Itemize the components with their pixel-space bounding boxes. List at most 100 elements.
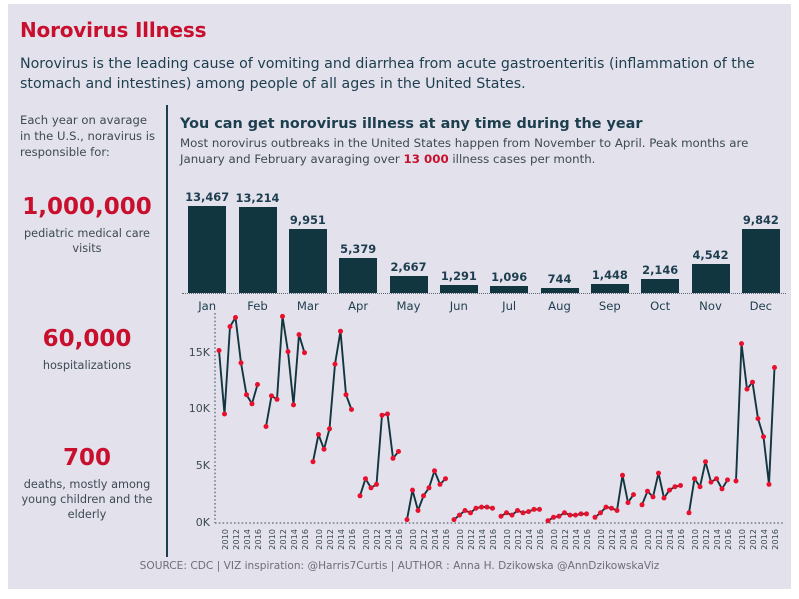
- line-data-point: [714, 476, 719, 482]
- x-axis-year-label: 2010: [502, 529, 513, 550]
- line-data-point: [750, 379, 755, 385]
- bar-value-label: 1,096: [491, 269, 528, 284]
- bar-column: 5,379: [336, 238, 380, 293]
- bar-chart: 13,467 Jan 13,214 Feb 9,951 Mar 5,379 Apr 2,667 M…: [180, 168, 791, 315]
- x-axis-year-label: 2010: [643, 529, 654, 550]
- x-axis-year-label: 2012: [607, 529, 618, 550]
- line-data-point: [620, 472, 625, 478]
- line-data-point: [609, 505, 614, 511]
- line-data-point: [421, 493, 426, 499]
- line-data-point: [443, 476, 448, 482]
- line-data-point: [678, 483, 683, 488]
- line-data-point: [222, 411, 227, 417]
- x-axis-year-label: 2012: [278, 529, 289, 550]
- panel-subheading: Most norovirus outbreaks in the United S…: [180, 135, 780, 167]
- bar-category-label: Jul: [502, 299, 517, 313]
- sidebar-stats: Each year on avarage in the U.S., noravi…: [8, 108, 166, 560]
- line-data-point: [562, 510, 567, 516]
- line-data-point: [520, 510, 526, 516]
- line-data-point: [426, 485, 432, 491]
- bar-column: 2,146: [638, 259, 682, 293]
- line-data-point: [697, 484, 703, 490]
- line-data-point: [719, 486, 725, 492]
- line-data-point: [556, 513, 562, 519]
- line-chart-svg: [214, 313, 784, 524]
- panel-sub-part1: Most norovirus outbreaks in the United S…: [180, 136, 749, 166]
- line-data-point: [614, 508, 620, 513]
- line-data-point: [468, 510, 473, 516]
- line-data-point: [526, 509, 531, 515]
- stat-number: 60,000: [42, 326, 132, 352]
- line-data-point: [379, 412, 385, 418]
- bar-category-label: Nov: [699, 299, 722, 313]
- line-data-point: [396, 449, 401, 454]
- bar-column: 744: [538, 268, 582, 293]
- x-axis-year-label: 2012: [372, 529, 383, 550]
- line-data-point: [686, 510, 692, 516]
- y-axis-tick-label: 0K: [195, 516, 210, 529]
- stat-number: 700: [62, 445, 111, 471]
- bar-rect: [691, 263, 730, 293]
- line-data-point: [661, 495, 667, 501]
- x-axis-year-label: 2016: [676, 529, 687, 550]
- bar-column: 4,542: [689, 244, 733, 293]
- line-series-mar: [312, 330, 353, 462]
- bar-category-label: Dec: [749, 299, 773, 313]
- x-axis-year-label: 2014: [242, 529, 253, 550]
- line-data-point: [515, 508, 520, 513]
- x-axis-year-label: 2012: [748, 529, 759, 550]
- line-data-point: [504, 510, 509, 516]
- stat-block-pediatric-visits: 1,000,000 pediatric medical care visits: [8, 194, 166, 256]
- sidebar-intro-text: Each year on avarage in the U.S., noravi…: [20, 113, 156, 159]
- bar-rect: [490, 285, 529, 293]
- x-axis-year-label: 2016: [253, 529, 264, 550]
- line-data-point: [672, 484, 678, 490]
- y-axis-tick-label: 15K: [188, 345, 210, 359]
- page-title: Norovirus Illness: [20, 18, 207, 42]
- line-data-point: [598, 510, 603, 516]
- panel-heading: You can get norovirus illness at any tim…: [180, 116, 643, 132]
- x-axis-year-label: 2014: [524, 529, 535, 550]
- line-data-point: [316, 432, 321, 437]
- line-data-point: [584, 511, 589, 517]
- line-data-point: [567, 512, 573, 518]
- bar-rect: [288, 228, 327, 293]
- line-data-point: [249, 401, 255, 407]
- bar-rect: [188, 205, 227, 293]
- line-data-point: [415, 508, 421, 513]
- bar-category-label: Oct: [650, 299, 671, 313]
- x-axis-year-label: 2010: [361, 529, 372, 550]
- bar-category-label: Jan: [198, 299, 217, 313]
- bar-category-label: Mar: [296, 299, 319, 313]
- bar-category-label: May: [396, 299, 421, 313]
- bar-chart-axis-line: [182, 293, 786, 294]
- x-axis-year-label: 2014: [571, 529, 582, 550]
- x-axis-year-label: 2012: [513, 529, 524, 550]
- y-axis-tick-label: 5K: [195, 459, 210, 473]
- x-axis-year-label: 2014: [759, 529, 770, 550]
- x-axis-year-label: 2012: [466, 529, 477, 550]
- x-axis-year-label: 2014: [430, 529, 441, 550]
- line-data-point: [462, 508, 468, 513]
- line-data-point: [484, 504, 490, 510]
- line-data-point: [437, 481, 443, 487]
- x-axis-year-label: 2010: [408, 529, 419, 550]
- stat-caption: deaths, mostly among young children and …: [21, 478, 153, 521]
- panel-sub-part2: illness cases per month.: [448, 152, 596, 166]
- infographic-canvas: Norovirus Illness Norovirus is the leadi…: [8, 4, 791, 589]
- line-data-point: [285, 349, 291, 355]
- x-axis-year-label: 2016: [488, 529, 499, 550]
- x-axis-year-label: 2012: [231, 529, 242, 550]
- x-axis-year-label: 2016: [629, 529, 640, 550]
- x-axis-year-label: 2010: [690, 529, 701, 550]
- x-axis-year-label: 2016: [770, 529, 781, 550]
- y-axis-tick-label: 10K: [188, 402, 210, 416]
- x-axis-year-label: 2010: [220, 529, 231, 550]
- line-data-point: [631, 492, 636, 498]
- line-data-point: [703, 459, 708, 465]
- x-axis-year-label: 2012: [560, 529, 571, 550]
- line-data-point: [625, 500, 631, 506]
- line-data-point: [404, 517, 410, 523]
- bar-column: 1,448: [588, 264, 632, 293]
- line-data-point: [573, 512, 578, 518]
